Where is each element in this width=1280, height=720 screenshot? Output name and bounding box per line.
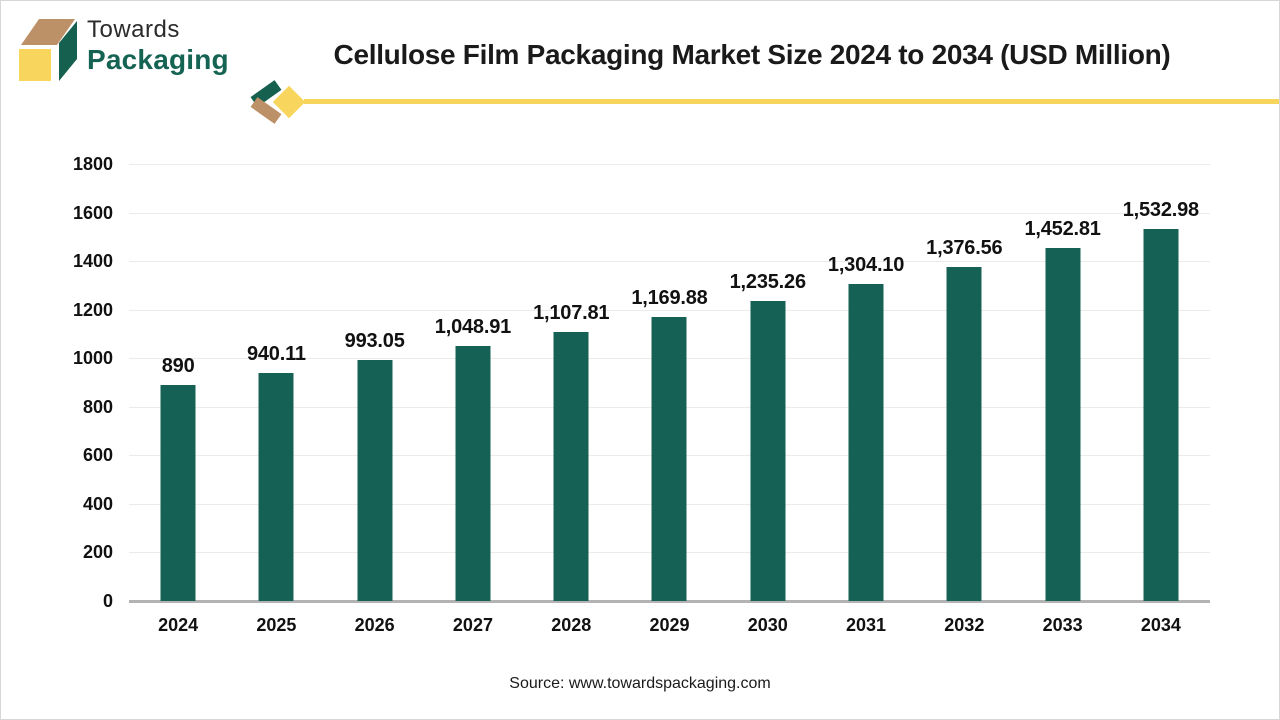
y-tick-label: 1200	[72, 299, 113, 320]
bar-value-label: 1,048.91	[434, 316, 512, 339]
bar	[848, 284, 884, 601]
bar-slot: 1,304.10 2031	[817, 164, 915, 635]
bar-slot: 1,376.56 2032	[915, 164, 1013, 635]
x-tick-label: 2026	[354, 615, 395, 635]
x-tick-label: 2030	[747, 615, 788, 635]
x-tick-label: 2033	[1042, 615, 1083, 635]
bar-slot: 1,048.91 2027	[424, 164, 522, 635]
bar-value-label: 1,532.98	[1122, 198, 1199, 221]
brand-name: Towards Packaging	[87, 17, 229, 75]
divider-rule	[304, 99, 1279, 104]
bar-slot: 890 2024	[129, 164, 227, 635]
bar-slot: 1,107.81 2028	[522, 164, 620, 635]
bar	[750, 301, 786, 601]
chart-title: Cellulose Film Packaging Market Size 202…	[333, 39, 1171, 70]
bar-value-label: 940.11	[246, 342, 306, 365]
y-tick-label: 1600	[72, 202, 113, 223]
x-tick-label: 2029	[649, 615, 690, 635]
bar	[455, 346, 491, 601]
x-tick-label: 2031	[846, 615, 887, 635]
y-tick-label: 1000	[72, 348, 113, 369]
x-axis-line	[129, 600, 1210, 603]
bar	[357, 359, 393, 601]
bar-slot: 993.05 2026	[326, 164, 424, 635]
bar-value-label: 1,376.56	[926, 236, 1003, 259]
y-tick-label: 400	[82, 493, 113, 514]
plot-area: 890 2024 940.11 2025 993.05 2026 1,048.91 2027 1…	[129, 164, 1210, 635]
grid-line	[129, 309, 1210, 311]
bar-slot: 1,452.81 2033	[1013, 164, 1111, 635]
x-tick-label: 2028	[551, 615, 592, 635]
bar-value-label: 1,452.81	[1024, 218, 1101, 241]
bar-slot: 940.11 2025	[227, 164, 325, 635]
y-tick-label: 800	[82, 396, 113, 417]
bar	[553, 332, 589, 601]
brand-name-line1: Towards	[87, 16, 180, 43]
grid-line	[129, 261, 1210, 263]
bar-value-label: 1,169.88	[631, 286, 708, 309]
bar-slot: 1,235.26 2030	[719, 164, 817, 635]
bar	[1045, 248, 1081, 601]
bar-slot: 1,169.88 2029	[620, 164, 718, 635]
divider-arrow-icon	[250, 80, 309, 124]
bar-value-label: 993.05	[344, 329, 405, 352]
x-tick-label: 2032	[944, 615, 985, 635]
brand-name-line2: Packaging	[87, 44, 229, 76]
x-tick-label: 2024	[158, 615, 199, 635]
y-tick-label: 600	[82, 445, 113, 466]
y-tick-label: 1400	[72, 251, 113, 272]
bar-value-label: 1,235.26	[729, 271, 806, 294]
brand-logo-cube-icon	[19, 19, 77, 81]
bar	[946, 266, 982, 601]
bar-value-label: 1,107.81	[533, 302, 610, 325]
x-tick-label: 2027	[452, 615, 493, 635]
bar	[160, 384, 196, 601]
grid-line	[129, 164, 1210, 165]
source-note: Source: www.towardspackaging.com	[509, 675, 771, 692]
bar-value-label: 890	[161, 354, 195, 377]
y-tick-label: 200	[82, 542, 113, 563]
y-axis: 0 200 400 600 800 1000 1200 1400 1600 1800	[29, 154, 113, 611]
bar	[1143, 228, 1179, 601]
y-tick-label: 1800	[72, 154, 113, 174]
x-tick-label: 2034	[1140, 615, 1181, 635]
x-tick-label: 2025	[256, 615, 297, 635]
grid-line	[129, 212, 1210, 214]
bar-slot: 1,532.98 2034	[1112, 164, 1210, 635]
bar	[258, 372, 294, 601]
y-tick-label: 0	[102, 591, 113, 611]
bar-value-label: 1,304.10	[827, 254, 905, 277]
bar	[651, 316, 687, 601]
